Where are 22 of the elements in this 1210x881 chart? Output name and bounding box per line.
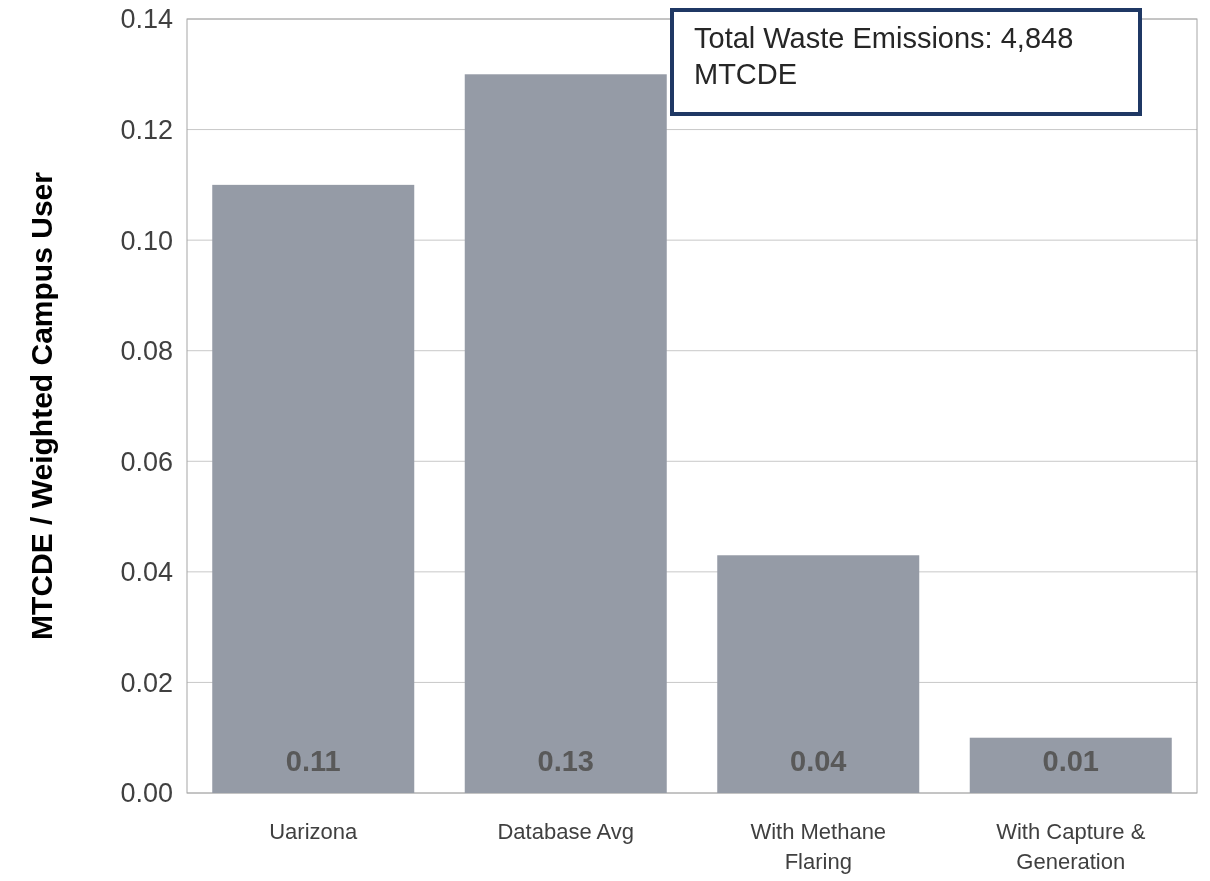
y-axis-title: MTCDE / Weighted Campus User [25, 171, 58, 640]
bar [464, 74, 667, 793]
y-tick-label: 0.14 [120, 4, 173, 35]
y-tick-label: 0.06 [120, 446, 173, 477]
x-tick-label: Database Avg [497, 819, 635, 844]
data-label: 0.04 [790, 745, 847, 777]
y-tick-label: 0.02 [120, 667, 173, 698]
y-tick-label: 0.08 [120, 336, 173, 367]
data-label: 0.13 [537, 745, 594, 777]
annotation: Total Waste Emissions: 4,848 MTCDE [694, 22, 1074, 90]
x-tick-label: With Methane Flaring [750, 819, 887, 874]
x-tick-label: With Capture & Generation [996, 819, 1146, 874]
data-label: 0.11 [285, 745, 341, 777]
bar [212, 184, 415, 793]
y-tick-label: 0.10 [120, 225, 173, 256]
y-tick-label: 0.12 [120, 115, 173, 146]
bar [969, 737, 1172, 793]
y-tick-label: 0.04 [120, 557, 173, 588]
x-tick-label: Uarizona [269, 819, 359, 844]
data-label: 0.01 [1042, 745, 1099, 777]
y-tick-label: 0.00 [120, 778, 173, 809]
bar [717, 555, 920, 793]
